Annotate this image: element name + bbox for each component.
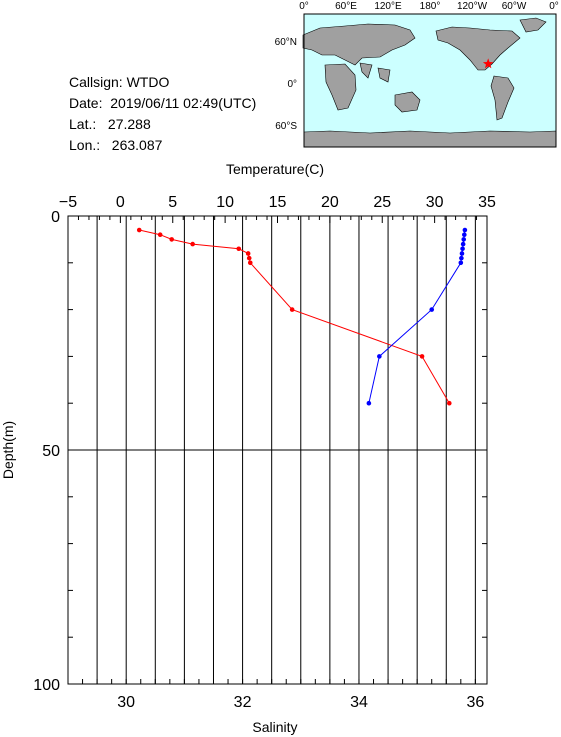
profile-plot: Temperature(C) −5 0 5 10 15 20 25 30 35 …: [0, 161, 496, 735]
temperature-tick-label: 15: [269, 194, 287, 211]
temperature-tick-label: 5: [168, 194, 177, 211]
salinity-point: [460, 246, 465, 252]
salinity-point: [429, 307, 435, 312]
map-land: [302, 17, 557, 148]
star-icon: [482, 58, 494, 69]
temperature-ticks: −5 0 5 10 15 20 25 30 35: [59, 194, 496, 211]
plot-frame: [67, 215, 488, 685]
salinity-point: [459, 255, 464, 261]
salinity-point: [458, 260, 464, 266]
depth-tick-label: 100: [33, 677, 60, 694]
salinity-tick-label: 36: [466, 694, 484, 711]
depth-tick-label: 50: [42, 443, 60, 460]
latitude-text: Lat.: 27.288: [69, 116, 151, 132]
salinity-point: [461, 237, 467, 242]
temperature-point: [157, 232, 163, 238]
station-info: Callsign: WTDO Date: 2019/06/11 02:49(UT…: [69, 72, 256, 156]
map-lat-tick: 0°: [287, 79, 297, 90]
temperature-point: [236, 246, 242, 252]
temperature-line: [139, 229, 450, 404]
map-lon-tick: 0°: [549, 1, 559, 12]
depth-ticks: 0 50 100: [33, 209, 60, 694]
temperature-tick-label: 25: [373, 194, 391, 211]
map-lon-tick: 60°E: [335, 1, 357, 12]
temperature-point: [419, 354, 425, 359]
temperature-point: [136, 227, 142, 233]
depth-tick-label: 0: [51, 209, 60, 226]
salinity-point: [460, 241, 466, 247]
map-lon-ticks: 0° 60°E 120°E 180° 120°W 60°W 0°: [299, 1, 559, 12]
map-lon-tick: 60°W: [502, 1, 527, 12]
temperature-tick-label: −5: [59, 194, 77, 211]
salinity-point: [377, 354, 382, 359]
map-lon-tick: 120°W: [457, 1, 488, 12]
callsign-text: Callsign: WTDO: [69, 74, 170, 90]
salinity-axis-label: Salinity: [252, 719, 297, 735]
salinity-tick-label: 30: [117, 694, 135, 711]
temperature-point: [245, 251, 251, 256]
temperature-point: [289, 307, 295, 312]
depth-axis-label: Depth(m): [0, 421, 16, 479]
temperature-point: [246, 255, 252, 261]
salinity-point: [459, 251, 465, 256]
salinity-tick-label: 32: [234, 694, 252, 711]
salinity-point: [462, 232, 467, 238]
map-lat-tick: 60°N: [275, 37, 297, 48]
map-lon-tick: 0°: [299, 1, 309, 12]
map-lon-tick: 180°: [420, 1, 441, 12]
map-lon-tick: 120°E: [374, 1, 402, 12]
temperature-point: [446, 400, 452, 406]
map-lat-tick: 60°S: [275, 121, 297, 132]
map-lat-ticks: 60°N 0° 60°S: [275, 37, 298, 132]
plot-grid: [67, 215, 488, 685]
temperature-point: [169, 237, 175, 242]
salinity-point: [462, 227, 468, 233]
longitude-text: Lon.: 263.087: [69, 137, 163, 153]
salinity-tick-label: 34: [350, 694, 368, 711]
salinity-ticks: 30 32 34 36: [117, 694, 484, 711]
temperature-tick-label: 30: [426, 194, 444, 211]
temperature-tick-label: 35: [478, 194, 496, 211]
temperature-tick-label: 20: [321, 194, 339, 211]
temperature-tick-label: 10: [216, 194, 234, 211]
temperature-tick-label: 0: [116, 194, 125, 211]
temperature-point: [190, 241, 195, 247]
location-map: 0° 60°E 120°E 180° 120°W 60°W 0° 60°N 0°…: [275, 1, 559, 148]
map-frame: [303, 13, 557, 148]
date-text: Date: 2019/06/11 02:49(UTC): [69, 95, 257, 111]
temperature-axis-label: Temperature(C): [226, 161, 324, 177]
profile-series: [136, 227, 468, 406]
temperature-point: [247, 260, 253, 266]
salinity-point: [366, 400, 372, 406]
